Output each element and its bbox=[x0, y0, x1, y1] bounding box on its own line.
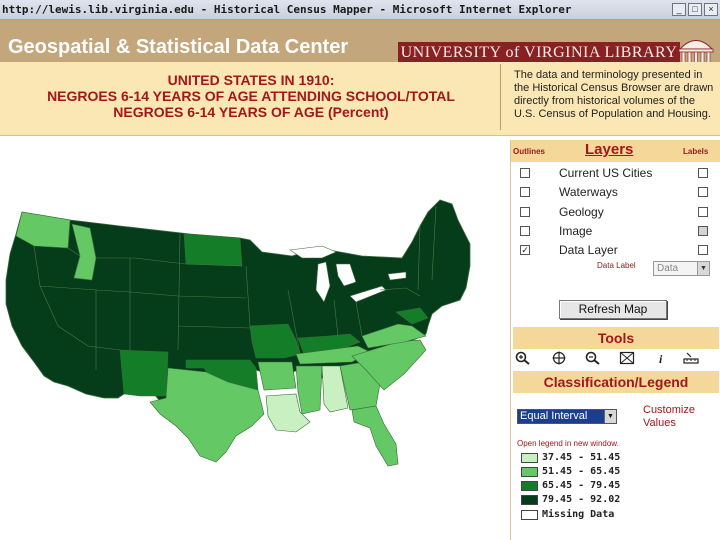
layer-row-waterways: Waterways bbox=[511, 184, 720, 202]
outlines-column-label: Outlines bbox=[513, 147, 546, 156]
state-maryland[interactable] bbox=[395, 307, 429, 325]
label-checkbox-image[interactable] bbox=[698, 226, 708, 236]
open-legend-link[interactable]: Open legend in new window. bbox=[517, 439, 619, 448]
refresh-map-button[interactable]: Refresh Map bbox=[559, 300, 667, 319]
minimize-icon[interactable]: _ bbox=[672, 3, 686, 16]
banner-divider bbox=[500, 64, 501, 130]
classification-legend-heading: Classification/Legend bbox=[513, 371, 719, 393]
chevron-down-icon[interactable]: ▼ bbox=[604, 410, 616, 423]
legend-swatch bbox=[521, 481, 538, 491]
data-label-select[interactable]: Data ▼ bbox=[653, 261, 710, 276]
outline-checkbox-image[interactable] bbox=[520, 226, 530, 236]
label-checkbox-cities[interactable] bbox=[698, 168, 708, 178]
legend-swatch bbox=[521, 453, 538, 463]
label-checkbox-waterways[interactable] bbox=[698, 187, 708, 197]
label-checkbox-data[interactable] bbox=[698, 245, 708, 255]
site-header: Geospatial & Statistical Data Center UNI… bbox=[0, 20, 720, 66]
map-title-banner: UNITED STATES IN 1910: NEGROES 6-14 YEAR… bbox=[0, 62, 720, 136]
legend-range: Missing Data bbox=[542, 509, 615, 520]
state-boundaries bbox=[33, 205, 437, 370]
layer-row-geology: Geology bbox=[511, 204, 720, 222]
state-louisiana[interactable] bbox=[265, 393, 311, 433]
legend-range: 79.45 - 92.02 bbox=[542, 494, 621, 505]
outline-checkbox-geology[interactable] bbox=[520, 207, 530, 217]
lake-ontario bbox=[387, 271, 407, 281]
layer-label-data: Data Layer bbox=[559, 243, 618, 257]
svg-text:i: i bbox=[659, 352, 663, 365]
layer-row-cities: Current US Cities bbox=[511, 165, 720, 183]
data-label-caption: Data Label bbox=[597, 261, 636, 270]
layer-label-waterways: Waterways bbox=[559, 185, 618, 199]
map-title-line-3: NEGROES 6-14 YEARS OF AGE (Percent) bbox=[113, 104, 389, 120]
layer-row-data: ✓ Data Layer bbox=[511, 242, 720, 260]
outline-checkbox-waterways[interactable] bbox=[520, 187, 530, 197]
lake-michigan bbox=[315, 261, 331, 303]
state-arkansas[interactable] bbox=[257, 361, 297, 391]
library-name: UNIVERSITY of VIRGINIA LIBRARY bbox=[398, 42, 680, 64]
window-title: http://lewis.lib.virginia.edu - Historic… bbox=[2, 3, 572, 16]
close-icon[interactable]: × bbox=[704, 3, 718, 16]
lake-erie bbox=[349, 285, 387, 303]
info-icon[interactable]: i bbox=[653, 351, 669, 365]
data-description: The data and terminology presented in th… bbox=[514, 69, 714, 120]
window-title-bar: http://lewis.lib.virginia.edu - Historic… bbox=[0, 0, 720, 20]
map-title-line-2: NEGROES 6-14 YEARS OF AGE ATTENDING SCHO… bbox=[47, 88, 455, 104]
state-mississippi[interactable] bbox=[295, 365, 323, 415]
legend-item: 37.45 - 51.45 bbox=[521, 452, 711, 465]
lake-huron bbox=[335, 263, 357, 287]
site-name: Geospatial & Statistical Data Center bbox=[8, 36, 349, 58]
label-checkbox-geology[interactable] bbox=[698, 207, 708, 217]
choropleth-map[interactable] bbox=[0, 140, 510, 540]
legend-swatch bbox=[521, 467, 538, 477]
state-missouri[interactable] bbox=[249, 323, 301, 359]
measure-icon[interactable] bbox=[683, 351, 699, 365]
legend-range: 37.45 - 51.45 bbox=[542, 452, 621, 463]
state-washington[interactable] bbox=[15, 211, 71, 249]
layers-heading: Layers bbox=[585, 141, 634, 158]
legend-item: 65.45 - 79.45 bbox=[521, 480, 711, 493]
zoom-out-icon[interactable] bbox=[585, 351, 601, 365]
legend-swatch bbox=[521, 495, 538, 505]
map-title-line-1: UNITED STATES IN 1910: bbox=[167, 72, 335, 88]
customize-values-link[interactable]: Customize Values bbox=[643, 404, 695, 429]
data-label-selected-value: Data bbox=[657, 263, 679, 274]
zoom-in-icon[interactable] bbox=[515, 351, 531, 365]
legend-item: 51.45 - 65.45 bbox=[521, 466, 711, 479]
layer-row-image: Image bbox=[511, 223, 720, 241]
outline-checkbox-cities[interactable] bbox=[520, 168, 530, 178]
legend-item: 79.45 - 92.02 bbox=[521, 494, 711, 507]
legend-range: 65.45 - 79.45 bbox=[542, 480, 621, 491]
classification-method-value: Equal Interval bbox=[520, 410, 588, 422]
state-virginia[interactable] bbox=[361, 323, 427, 349]
legend-swatch bbox=[521, 510, 538, 520]
layer-label-geology: Geology bbox=[559, 205, 604, 219]
layer-label-cities: Current US Cities bbox=[559, 166, 653, 180]
restore-icon[interactable]: □ bbox=[688, 3, 702, 16]
state-alabama[interactable] bbox=[321, 365, 349, 413]
layer-label-image: Image bbox=[559, 224, 593, 238]
pan-icon[interactable] bbox=[551, 351, 567, 365]
map-title: UNITED STATES IN 1910: NEGROES 6-14 YEAR… bbox=[8, 72, 494, 120]
full-extent-icon[interactable] bbox=[619, 351, 635, 365]
labels-column-label: Labels bbox=[683, 147, 709, 156]
state-texas[interactable] bbox=[149, 367, 265, 463]
state-florida[interactable] bbox=[351, 405, 399, 467]
classification-method-select[interactable]: Equal Interval ▼ bbox=[517, 409, 617, 424]
chevron-down-icon[interactable]: ▼ bbox=[697, 262, 709, 275]
legend-range: 51.45 - 65.45 bbox=[542, 466, 621, 477]
legend-item: Missing Data bbox=[521, 509, 711, 522]
map-controls-panel: Outlines Layers Labels Current US Cities… bbox=[510, 140, 720, 540]
outline-checkbox-data[interactable]: ✓ bbox=[520, 245, 530, 255]
state-north-dakota[interactable] bbox=[183, 233, 243, 267]
lake-superior bbox=[289, 245, 337, 259]
tools-heading: Tools bbox=[513, 327, 719, 349]
state-new-mexico[interactable] bbox=[119, 349, 169, 397]
layers-header: Outlines Layers Labels bbox=[511, 140, 720, 162]
